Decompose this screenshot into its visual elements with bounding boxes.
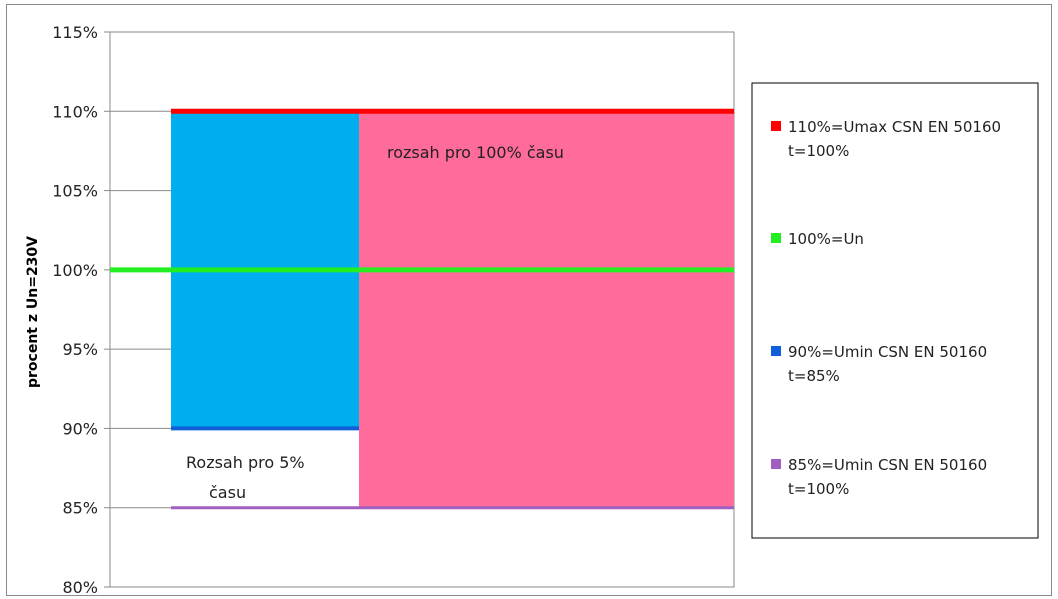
annotation-range-5-line1: Rozsah pro 5%: [186, 453, 305, 472]
annotation-range-100: rozsah pro 100% času: [387, 143, 564, 162]
legend: [751, 82, 1039, 539]
legend-label-line2: t=85%: [788, 367, 840, 385]
y-tick-label: 90%: [62, 419, 98, 438]
legend-label: 85%=Umin CSN EN 50160: [788, 456, 987, 474]
legend-label-line2: t=100%: [788, 480, 849, 498]
y-tick-label: 85%: [62, 499, 98, 518]
range-100-percent-area: [359, 111, 734, 508]
legend-swatch: [771, 459, 781, 469]
y-tick-label: 95%: [62, 340, 98, 359]
legend-swatch: [771, 346, 781, 356]
y-tick-label: 105%: [52, 182, 98, 201]
legend-label-line2: t=100%: [788, 142, 849, 160]
y-tick-label: 100%: [52, 261, 98, 280]
y-tick-labels: 115% 110% 105% 100% 95% 90% 85% 80%: [52, 23, 98, 597]
series-lines: [110, 108, 734, 510]
y-axis-label: procent z Un=230V: [25, 236, 41, 388]
legend-swatch: [771, 233, 781, 243]
y-tick-label: 80%: [62, 578, 98, 597]
legend-swatch: [771, 121, 781, 131]
annotation-range-5-line2: času: [209, 483, 246, 502]
legend-label: 100%=Un: [788, 230, 864, 248]
y-tick-label: 110%: [52, 102, 98, 121]
legend-label: 110%=Umax CSN EN 50160: [788, 118, 1001, 136]
legend-label: 90%=Umin CSN EN 50160: [788, 343, 987, 361]
legend-items: 110%=Umax CSN EN 50160 t=100% 100%=Un 90%=U…: [771, 118, 1001, 498]
y-tick-label: 115%: [52, 23, 98, 42]
